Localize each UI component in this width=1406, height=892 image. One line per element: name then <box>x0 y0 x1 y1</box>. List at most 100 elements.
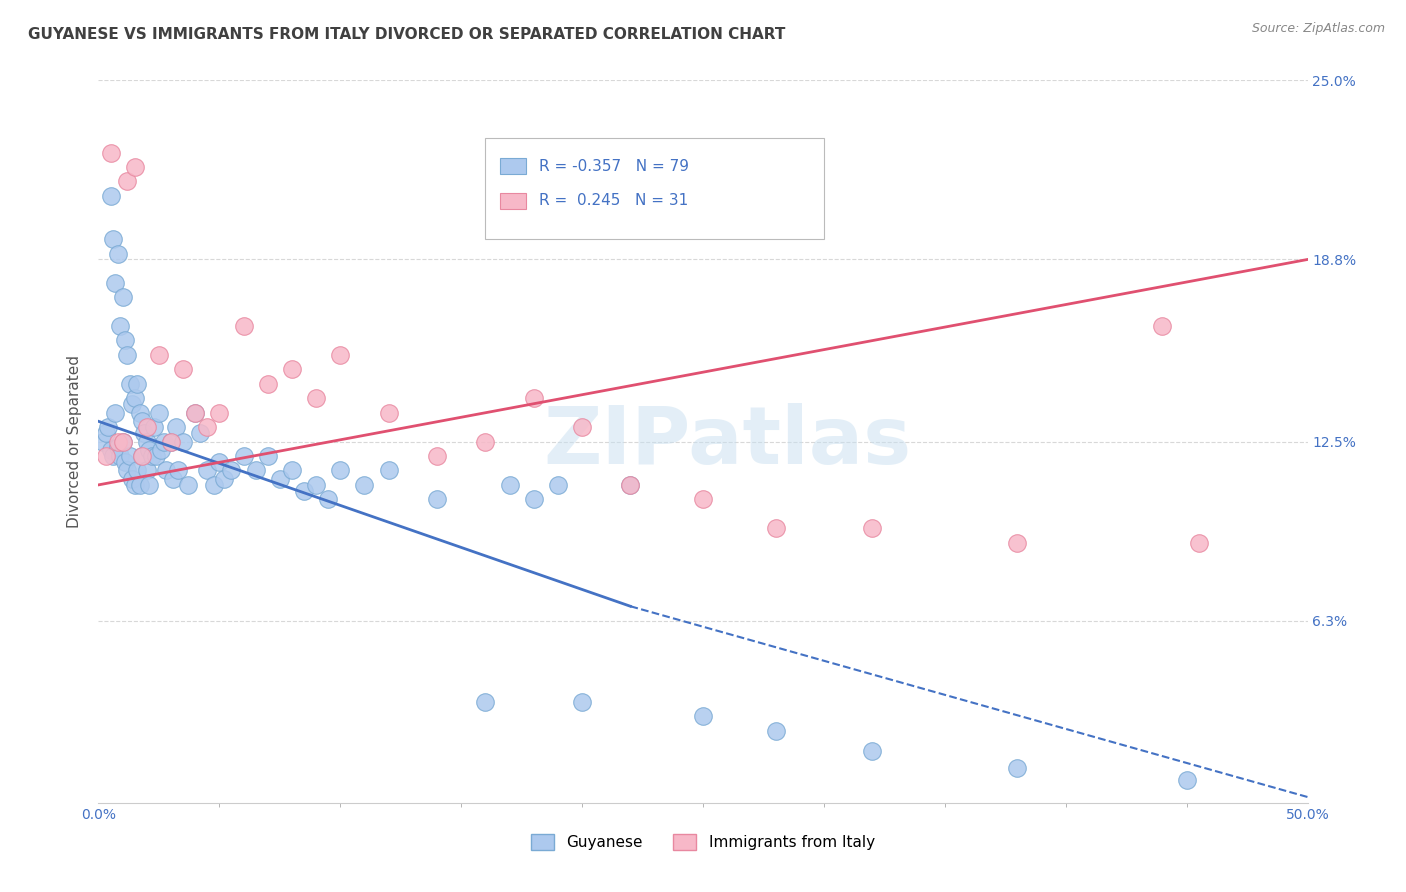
Point <box>162 472 184 486</box>
Point <box>305 478 328 492</box>
Text: R = -0.357   N = 79: R = -0.357 N = 79 <box>538 159 689 174</box>
FancyBboxPatch shape <box>485 138 824 239</box>
Point <box>498 478 520 492</box>
Point <box>131 414 153 428</box>
Point <box>135 434 157 449</box>
Point <box>138 443 160 458</box>
Point <box>167 463 190 477</box>
Point <box>104 406 127 420</box>
Point <box>141 449 163 463</box>
Point <box>152 434 174 449</box>
Point <box>281 463 304 477</box>
Point <box>165 420 187 434</box>
Point <box>619 478 641 492</box>
Point <box>426 449 449 463</box>
Point <box>232 449 254 463</box>
Point <box>860 744 883 758</box>
Point <box>107 246 129 260</box>
Point <box>131 449 153 463</box>
Point <box>128 406 150 420</box>
Point <box>1007 535 1029 549</box>
Point <box>523 391 546 405</box>
Point <box>619 478 641 492</box>
Point <box>100 145 122 160</box>
Point <box>114 334 136 348</box>
Point <box>353 478 375 492</box>
Point <box>232 318 254 333</box>
Point <box>692 492 714 507</box>
Point <box>221 463 243 477</box>
Text: GUYANESE VS IMMIGRANTS FROM ITALY DIVORCED OR SEPARATED CORRELATION CHART: GUYANESE VS IMMIGRANTS FROM ITALY DIVORC… <box>28 27 786 42</box>
Point <box>281 362 304 376</box>
Point <box>571 695 593 709</box>
Point <box>121 472 143 486</box>
Point <box>121 397 143 411</box>
Point <box>131 449 153 463</box>
Point <box>474 434 496 449</box>
Point <box>127 463 149 477</box>
Point <box>134 425 156 440</box>
Point <box>135 463 157 477</box>
Point <box>145 449 167 463</box>
Point <box>155 463 177 477</box>
Point <box>692 709 714 723</box>
Y-axis label: Divorced or Separated: Divorced or Separated <box>67 355 83 528</box>
Point <box>195 463 218 477</box>
Point <box>117 463 139 477</box>
Point <box>1152 318 1174 333</box>
Point <box>256 449 278 463</box>
Point <box>100 189 122 203</box>
Point <box>765 723 787 738</box>
Point <box>94 425 117 440</box>
Legend: Guyanese, Immigrants from Italy: Guyanese, Immigrants from Italy <box>526 829 880 856</box>
Point <box>160 434 183 449</box>
Text: ZIPatlas: ZIPatlas <box>543 402 911 481</box>
Point <box>118 376 141 391</box>
Point <box>107 434 129 449</box>
Point <box>148 406 170 420</box>
Point <box>1175 772 1198 787</box>
Point <box>148 348 170 362</box>
Point <box>111 434 134 449</box>
Point <box>94 449 117 463</box>
Point <box>177 478 200 492</box>
Point <box>329 463 352 477</box>
Point <box>765 521 787 535</box>
Point <box>172 362 194 376</box>
Point <box>426 492 449 507</box>
Point <box>104 276 127 290</box>
Point <box>329 348 352 362</box>
Point <box>256 376 278 391</box>
Point <box>117 348 139 362</box>
Point <box>91 434 114 449</box>
Point <box>195 420 218 434</box>
Point <box>860 521 883 535</box>
Point <box>124 160 146 174</box>
Point <box>316 492 339 507</box>
Point <box>269 472 291 486</box>
Point <box>474 695 496 709</box>
Point <box>208 406 231 420</box>
Point <box>108 318 131 333</box>
Point <box>208 455 231 469</box>
Point <box>138 478 160 492</box>
Point <box>111 290 134 304</box>
Point <box>97 420 120 434</box>
Point <box>128 478 150 492</box>
Point <box>108 449 131 463</box>
FancyBboxPatch shape <box>501 193 526 209</box>
Point <box>150 443 173 458</box>
Point <box>245 463 267 477</box>
Point <box>124 478 146 492</box>
Point <box>547 478 569 492</box>
Point <box>172 434 194 449</box>
Text: Source: ZipAtlas.com: Source: ZipAtlas.com <box>1251 22 1385 36</box>
Point <box>571 420 593 434</box>
Point <box>184 406 207 420</box>
Text: R =  0.245   N = 31: R = 0.245 N = 31 <box>538 194 688 209</box>
Point <box>377 406 399 420</box>
Point <box>101 232 124 246</box>
FancyBboxPatch shape <box>501 158 526 174</box>
Point <box>118 449 141 463</box>
Point <box>377 463 399 477</box>
